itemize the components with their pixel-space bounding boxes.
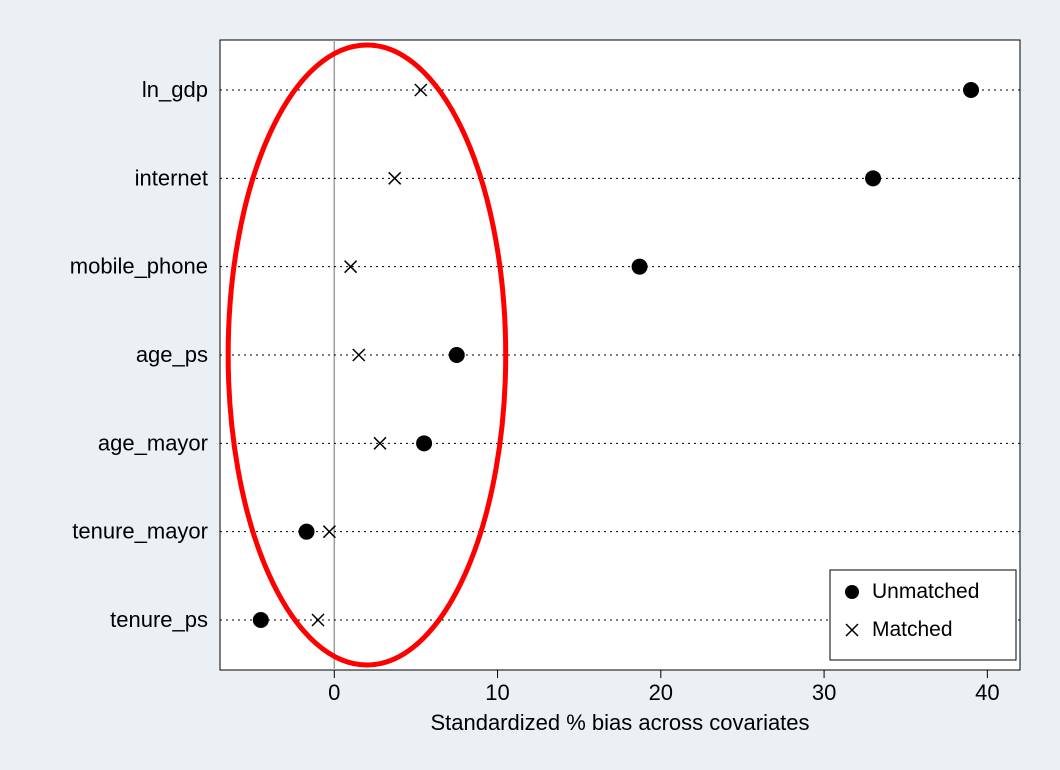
x-tick-label: 40 [975, 680, 999, 705]
bias-dotplot: ln_gdp internet mobile_phone age_ps age_mayo… [0, 0, 1060, 770]
marker-circle [632, 259, 648, 275]
marker-circle [865, 170, 881, 186]
marker-circle [845, 585, 859, 599]
legend-label: Matched [872, 618, 953, 641]
marker-circle [299, 524, 315, 540]
marker-circle [416, 435, 432, 451]
x-tick-label: 10 [485, 680, 509, 705]
marker-circle [963, 82, 979, 98]
y-tick-label: age_mayor [98, 430, 208, 455]
x-tick-label: 30 [812, 680, 836, 705]
marker-circle [253, 612, 269, 628]
y-tick-label: tenure_mayor [72, 519, 208, 544]
y-tick-label: age_ps [136, 342, 208, 367]
y-tick-label: tenure_ps [110, 607, 208, 632]
y-tick-label: internet [135, 165, 208, 190]
legend-label: Unmatched [872, 580, 979, 603]
x-tick-label: 0 [328, 680, 340, 705]
chart-container: ln_gdp internet mobile_phone age_ps age_mayo… [0, 0, 1060, 770]
x-tick-label: 20 [649, 680, 673, 705]
x-axis-label: Standardized % bias across covariates [430, 710, 809, 735]
y-tick-label: ln_gdp [142, 77, 208, 102]
marker-circle [449, 347, 465, 363]
y-tick-label: mobile_phone [70, 254, 208, 279]
